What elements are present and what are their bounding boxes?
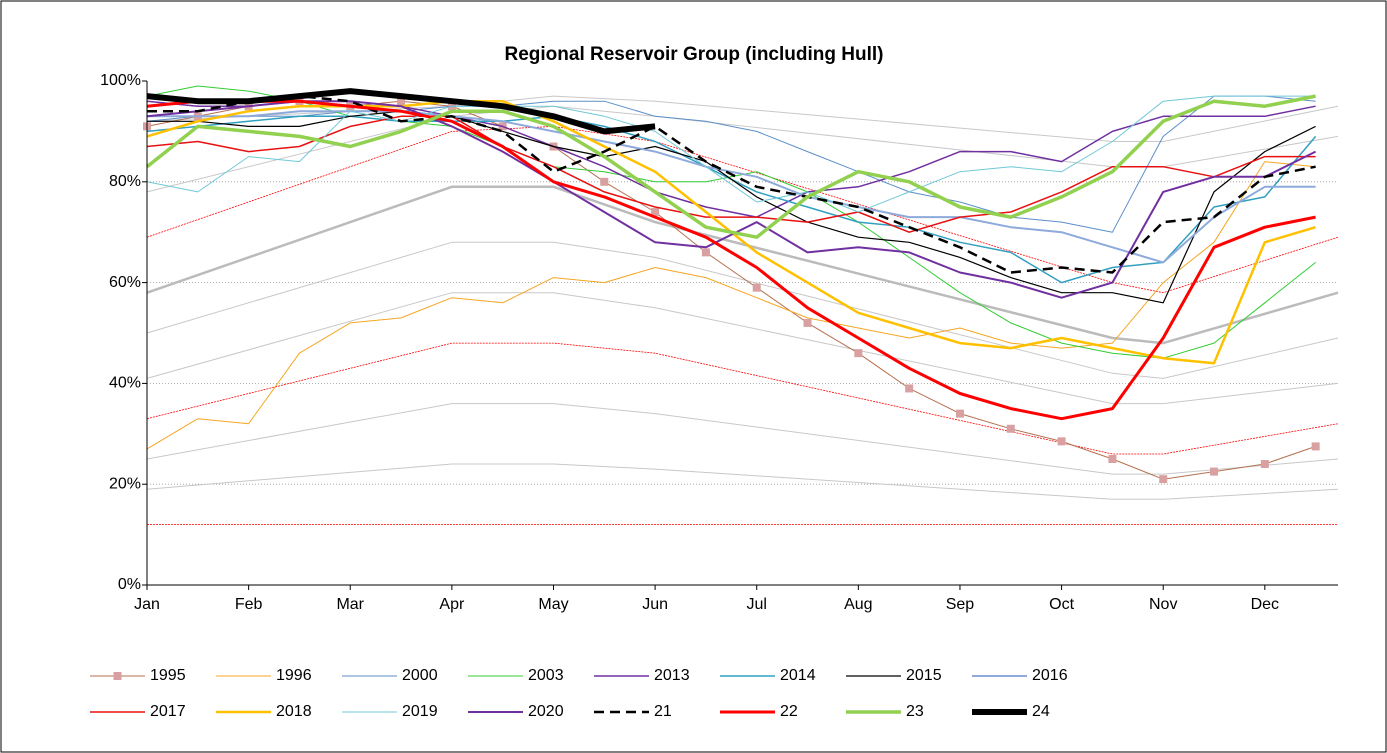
x-tick-label: Feb (235, 596, 263, 613)
marker (1159, 475, 1168, 484)
marker (600, 177, 609, 186)
chart-title: Regional Reservoir Group (including Hull… (505, 44, 884, 65)
x-tick-label: Aug (844, 596, 872, 613)
series-line (147, 94, 1316, 274)
series-line (146, 95, 1316, 213)
y-tick-label: 20% (109, 475, 141, 492)
marker (1311, 442, 1320, 451)
series-line (145, 94, 1316, 239)
reference-curve (146, 126, 1339, 294)
reference-curve (146, 185, 1339, 345)
legend-label: 2018 (276, 703, 312, 720)
legend-label: 2017 (150, 703, 186, 720)
y-tick-label: 100% (100, 72, 141, 89)
x-tick-label: Jul (747, 596, 767, 613)
legend-label: 23 (906, 703, 924, 720)
marker (1260, 460, 1269, 469)
series-line (146, 88, 656, 135)
marker (397, 97, 406, 106)
legend-label: 2019 (402, 703, 438, 720)
marker (955, 409, 964, 418)
legend-label: 21 (654, 703, 672, 720)
legend-label: 2015 (906, 667, 942, 684)
x-tick-label: Mar (336, 596, 364, 613)
legend-label: 2000 (402, 667, 438, 684)
legend-label: 2003 (528, 667, 564, 684)
marker (701, 248, 710, 257)
reference-curve (146, 292, 1339, 405)
marker (752, 283, 761, 292)
y-tick-label: 40% (109, 375, 141, 392)
reference-curve (146, 342, 1339, 455)
marker (1006, 424, 1015, 433)
series-line (146, 85, 1316, 359)
marker (1057, 437, 1066, 446)
x-tick-label: Nov (1149, 596, 1177, 613)
x-tick-label: Sep (946, 596, 975, 613)
series-line (146, 99, 1316, 421)
series-line (146, 161, 1316, 450)
marker (651, 208, 660, 217)
series-line (147, 110, 1316, 264)
legend-marker (113, 672, 122, 680)
y-tick-label: 80% (109, 173, 141, 190)
legend-label: 24 (1032, 703, 1050, 720)
y-tick-label: 0% (118, 576, 141, 593)
marker (803, 318, 812, 327)
reference-curve (146, 463, 1339, 500)
x-tick-label: Dec (1251, 596, 1279, 613)
series-line (147, 110, 1316, 304)
marker (905, 384, 914, 393)
legend-label: 1995 (150, 667, 186, 684)
reference-curve (146, 403, 1339, 475)
marker (1210, 467, 1219, 476)
legend-label: 2013 (654, 667, 690, 684)
marker (1108, 455, 1117, 463)
x-tick-label: May (538, 596, 568, 613)
legend-label: 22 (780, 703, 798, 720)
x-tick-label: Jan (134, 596, 160, 613)
legend-label: 2020 (528, 703, 564, 720)
x-tick-label: Jun (642, 596, 668, 613)
marker (854, 349, 863, 358)
y-tick-label: 60% (109, 274, 141, 291)
series-line (146, 115, 1316, 233)
legend-label: 1996 (276, 667, 312, 684)
x-tick-label: Oct (1049, 596, 1074, 613)
legend-label: 2014 (780, 667, 816, 684)
reference-curve (146, 241, 1339, 379)
legend-label: 2016 (1032, 667, 1068, 684)
x-tick-label: Apr (439, 596, 465, 613)
